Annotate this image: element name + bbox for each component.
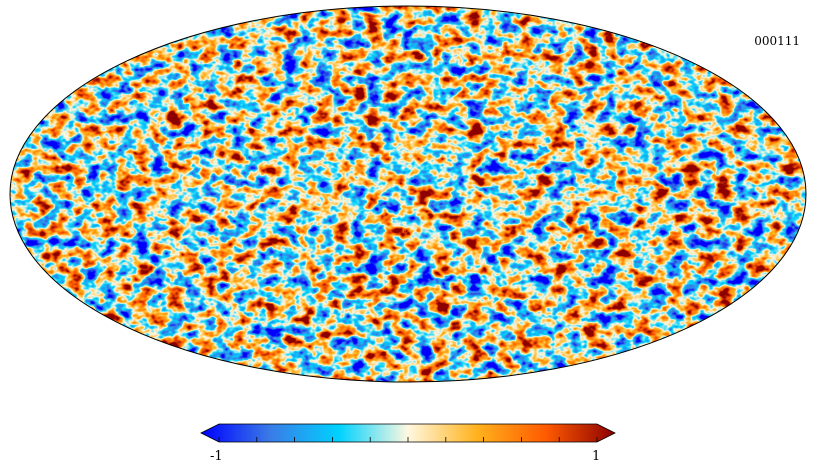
- map-label: 000111: [754, 34, 800, 48]
- colorbar-ticks: [218, 437, 598, 442]
- map-outline: [9, 5, 807, 383]
- colorbar-max-label: 1: [592, 449, 601, 464]
- colorbar: [200, 423, 616, 443]
- colorbar-min-label: -1: [210, 449, 223, 464]
- mollweide-map: [9, 5, 807, 383]
- map-field: [10, 6, 806, 382]
